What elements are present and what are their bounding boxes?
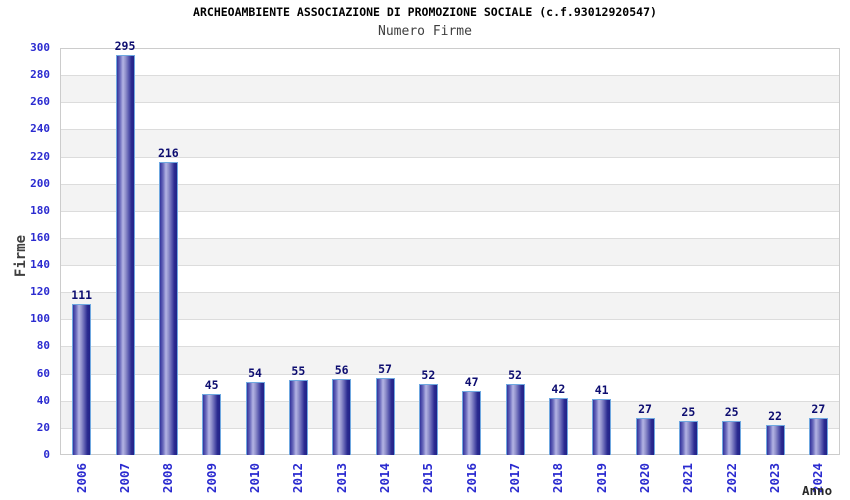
x-tick-label: 2009 bbox=[203, 462, 219, 494]
bar bbox=[505, 384, 525, 455]
y-tick-label: 100 bbox=[30, 312, 50, 326]
y-tick-label: 260 bbox=[30, 95, 50, 109]
plot-band bbox=[60, 183, 840, 211]
bar-value-label: 56 bbox=[334, 363, 349, 378]
gridline bbox=[60, 427, 840, 429]
x-tick-label: 2023 bbox=[767, 462, 782, 494]
bar bbox=[635, 418, 655, 455]
y-tick-label: 160 bbox=[30, 230, 50, 244]
gridline bbox=[60, 346, 840, 348]
bar-value-label: 111 bbox=[71, 288, 93, 303]
y-tick-label: 180 bbox=[30, 203, 50, 217]
plot-border bbox=[60, 48, 840, 455]
plot-band bbox=[60, 129, 840, 157]
gridline bbox=[60, 129, 840, 131]
y-tick-label: 40 bbox=[36, 393, 50, 407]
bar-value-label: 216 bbox=[157, 145, 179, 160]
x-tick-label: 2017 bbox=[507, 462, 522, 494]
bar-value-label: 52 bbox=[421, 368, 436, 383]
plot-band bbox=[60, 75, 840, 103]
x-tick-label: 2018 bbox=[550, 462, 566, 494]
gridline bbox=[60, 75, 840, 77]
x-axis-title: Anno bbox=[802, 483, 833, 498]
bar bbox=[158, 161, 178, 455]
bar-value-label: 41 bbox=[594, 383, 609, 398]
x-tick-label: 2014 bbox=[377, 462, 392, 494]
bar-value-label: 22 bbox=[768, 409, 782, 424]
bar bbox=[202, 393, 222, 455]
plot-band bbox=[60, 237, 840, 266]
bar-value-label: 27 bbox=[811, 402, 826, 417]
gridline bbox=[60, 265, 840, 267]
bar bbox=[808, 418, 828, 455]
y-tick-label: 120 bbox=[30, 285, 50, 299]
bar-value-label: 295 bbox=[114, 38, 136, 53]
bar bbox=[375, 377, 395, 455]
x-tick-label: 2013 bbox=[333, 462, 349, 494]
y-tick-label: 80 bbox=[36, 339, 50, 353]
y-tick-label: 140 bbox=[30, 258, 50, 272]
bar-value-label: 25 bbox=[724, 405, 739, 420]
x-tick-label: 2019 bbox=[593, 462, 609, 494]
plot-band bbox=[60, 346, 840, 374]
bar bbox=[245, 381, 265, 455]
bar bbox=[592, 399, 612, 455]
bar-value-label: 55 bbox=[291, 364, 306, 379]
bar bbox=[288, 380, 308, 455]
y-axis-title: Firme bbox=[13, 234, 29, 278]
plot-band bbox=[60, 292, 840, 320]
gridline bbox=[60, 400, 840, 402]
bar-value-label: 25 bbox=[681, 405, 696, 420]
chart-title: ARCHEOAMBIENTE ASSOCIAZIONE DI PROMOZION… bbox=[193, 5, 657, 19]
bar-value-label: 47 bbox=[464, 375, 479, 390]
bar bbox=[72, 304, 92, 455]
x-tick-label: 2022 bbox=[723, 462, 739, 494]
gridline bbox=[60, 102, 840, 104]
bar bbox=[115, 54, 135, 455]
gridline bbox=[60, 292, 840, 294]
y-tick-label: 20 bbox=[36, 420, 50, 434]
gridline bbox=[60, 237, 840, 239]
x-tick-label: 2021 bbox=[680, 462, 696, 494]
x-tick-label: 2010 bbox=[247, 462, 262, 494]
x-tick-label: 2007 bbox=[117, 462, 132, 494]
y-tick-label: 0 bbox=[43, 448, 50, 461]
bar-value-label: 54 bbox=[248, 365, 262, 380]
bar-value-label: 27 bbox=[638, 402, 652, 417]
chart-subtitle: Numero Firme bbox=[378, 24, 472, 39]
y-tick-label: 200 bbox=[30, 176, 50, 190]
y-tick-label: 220 bbox=[30, 149, 50, 163]
y-tick-label: 300 bbox=[30, 41, 50, 54]
x-tick-label: 2015 bbox=[420, 462, 436, 494]
gridline bbox=[60, 373, 840, 375]
bar-value-label: 45 bbox=[204, 377, 219, 392]
gridline bbox=[60, 210, 840, 212]
y-tick-label: 280 bbox=[30, 68, 50, 82]
gridline bbox=[60, 156, 840, 158]
bar bbox=[722, 421, 742, 455]
y-tick-label: 60 bbox=[36, 366, 50, 380]
bar bbox=[332, 379, 352, 455]
gridline bbox=[60, 319, 840, 321]
bar-value-label: 57 bbox=[378, 361, 392, 376]
bar bbox=[678, 421, 698, 455]
x-tick-label: 2006 bbox=[73, 462, 89, 494]
bar-value-label: 52 bbox=[508, 368, 522, 383]
bar bbox=[765, 425, 785, 455]
y-tick-label: 240 bbox=[30, 122, 50, 136]
bar-value-label: 42 bbox=[551, 382, 566, 397]
x-tick-label: 2020 bbox=[637, 462, 652, 494]
bar bbox=[548, 398, 568, 455]
x-tick-label: 2016 bbox=[463, 462, 479, 494]
bar bbox=[462, 391, 482, 455]
gridline bbox=[60, 183, 840, 185]
x-tick-label: 2012 bbox=[290, 462, 306, 494]
plot-band bbox=[60, 400, 840, 428]
x-tick-label: 2008 bbox=[160, 462, 176, 494]
bar bbox=[418, 384, 438, 455]
